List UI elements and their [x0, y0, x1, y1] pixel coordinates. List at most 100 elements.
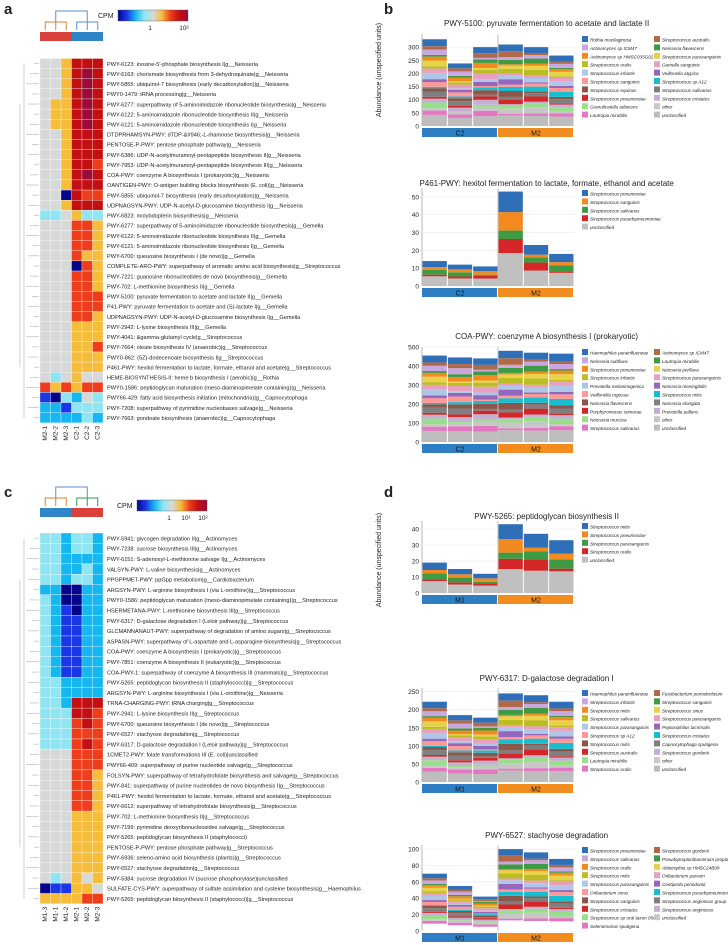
bar-segment — [422, 376, 447, 383]
bar-segment — [549, 364, 574, 370]
cpm-colorbar — [117, 9, 189, 22]
bar-segment — [498, 861, 523, 865]
chart-title: P461-PWY: hexitol fermentation to lactat… — [419, 179, 674, 188]
heatmap-cell — [92, 831, 104, 843]
heatmap-cell — [81, 574, 93, 585]
heatmap-cell — [71, 738, 83, 750]
bar-segment — [447, 68, 473, 72]
heatmap-cell — [92, 738, 104, 750]
heatmap-cell — [39, 240, 51, 251]
bar-segment — [447, 264, 473, 270]
bar-segment — [498, 364, 523, 368]
bar-segment — [498, 372, 523, 375]
bar-segment — [549, 771, 574, 782]
group-strip — [498, 444, 573, 453]
heatmap-cell — [50, 169, 62, 181]
heatmap-cell — [71, 574, 83, 585]
bar-segment — [498, 909, 523, 911]
heatmap-cell — [50, 78, 62, 90]
bar-segment — [447, 357, 473, 365]
legend-swatch — [582, 889, 588, 895]
bar-segment — [473, 400, 498, 405]
heatmap-cell — [39, 728, 51, 740]
legend-label: Streptococcus parasanguinis — [590, 725, 650, 730]
legend-label: Centipeda periodontii — [662, 882, 706, 887]
legend-label: other — [662, 418, 673, 423]
heatmap-cell — [71, 656, 83, 668]
heatmap-cell — [39, 280, 51, 292]
legend-label: Streptococcus anginosus group — [662, 899, 727, 904]
heatmap-cell — [60, 718, 72, 729]
heatmap-cell — [71, 220, 83, 231]
row-label: PWY-4041: &gamma-glutamyl cycle|g__Strep… — [107, 335, 242, 341]
column-label: M2-1 — [42, 425, 49, 440]
bar-segment — [523, 761, 549, 769]
heatmap-cell — [39, 821, 51, 832]
legend-swatch — [654, 740, 660, 747]
bar-segment — [422, 891, 447, 894]
bar-segment — [549, 353, 574, 362]
bar-segment — [498, 913, 523, 919]
y-tick-label: 10 — [412, 266, 420, 273]
legend-label: Streptococcus oralis — [590, 767, 632, 772]
heatmap-cell — [92, 625, 104, 637]
bar-segment — [523, 912, 549, 919]
heatmap-cell — [50, 200, 62, 211]
heatmap-cell — [92, 331, 104, 343]
heatmap-cell — [71, 270, 83, 282]
heatmap-cell — [81, 697, 93, 709]
y-tick-label: 250 — [408, 58, 419, 65]
bar-segment — [422, 738, 447, 742]
heatmap-cell — [50, 810, 62, 822]
heatmap-cell — [92, 718, 104, 729]
bar-segment — [549, 711, 574, 716]
legend-label: Streptococcus salivarius — [662, 88, 712, 93]
heatmap-cell — [39, 604, 51, 616]
legend-label: Streptococcus infantis — [590, 71, 636, 76]
y-tick-label: 30 — [412, 230, 420, 237]
bar-segment — [473, 750, 498, 753]
heatmap-cell — [39, 893, 51, 904]
heatmap-cell — [71, 402, 83, 413]
heatmap-cell — [81, 78, 93, 90]
row-label: PWY66-409: superpathway of purine nucleo… — [107, 763, 293, 769]
heatmap-cell — [92, 532, 104, 544]
bar-segment — [549, 559, 574, 569]
bar-segment — [498, 212, 523, 231]
bar-segment — [498, 389, 523, 396]
legend-label: unclassified — [590, 558, 614, 563]
heatmap-cell — [92, 707, 104, 719]
heatmap-cell — [60, 810, 72, 822]
heatmap-cell — [81, 790, 93, 801]
bar-segment — [422, 426, 447, 431]
bar-segment — [523, 416, 549, 422]
heatmap-cell — [71, 68, 83, 79]
heatmap-cell — [71, 852, 83, 863]
heatmap-cell — [39, 780, 51, 791]
bar-segment — [523, 371, 549, 374]
heatmap-cell — [50, 563, 62, 575]
row-label: PWY-6277: superpathway of 5-aminoimidazo… — [107, 102, 327, 108]
legend-swatch — [582, 715, 588, 722]
heatmap-cell — [81, 351, 93, 363]
bar-segment — [498, 770, 523, 782]
row-label: PWY-7663: gondoate biosynthesis (anaerob… — [107, 416, 276, 422]
heatmap-cell — [81, 301, 93, 312]
bar-segment — [473, 766, 498, 770]
bar-segment — [447, 582, 473, 585]
row-label: PWY-6277: superpathway of 5-aminoimidazo… — [107, 224, 324, 230]
legend-label: Streptococcus parasanguinis — [590, 541, 650, 546]
bar-segment — [549, 880, 574, 882]
heatmap-cell — [39, 707, 51, 719]
bar-segment — [523, 103, 549, 108]
bar-segment — [523, 745, 549, 750]
group-label: C2 — [456, 447, 465, 454]
legend-label: Streptococcus sp A12 — [662, 80, 707, 85]
legend-swatch — [654, 706, 660, 713]
bar-segment — [523, 397, 549, 403]
row-label: 1CMET2-PWY: folate transformations III (… — [107, 753, 258, 759]
bar-segment — [549, 725, 574, 728]
heatmap-cell — [60, 532, 72, 544]
legend-swatch — [654, 690, 660, 696]
legend-label: Porphyromonas somerae — [590, 409, 642, 414]
